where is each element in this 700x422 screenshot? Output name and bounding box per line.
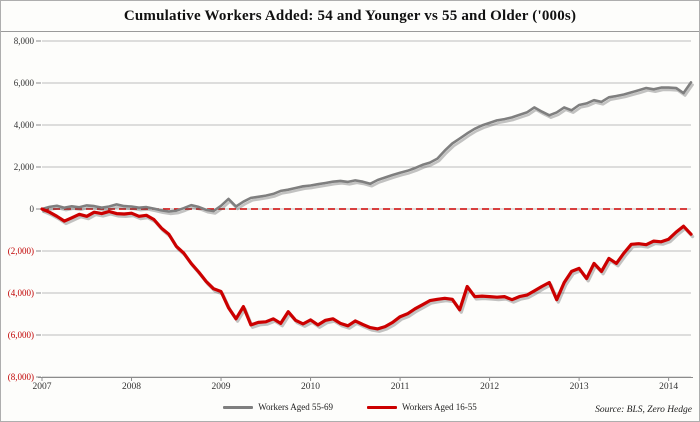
x-axis-tick-label: 2009 <box>211 382 231 392</box>
x-axis-tick-label: 2007 <box>32 382 52 392</box>
legend-label-older: Workers Aged 55-69 <box>258 402 333 412</box>
legend-item-younger: Workers Aged 16-55 <box>367 402 477 412</box>
x-axis-tick-label: 2012 <box>480 382 500 392</box>
chart-header: Cumulative Workers Added: 54 and Younger… <box>1 1 699 32</box>
y-axis-tick-label: 8,000 <box>13 35 34 46</box>
x-axis-tick-label: 2010 <box>301 382 321 392</box>
y-axis-tick-label: (4,000) <box>7 287 34 298</box>
younger-series-line-swatch <box>367 405 397 409</box>
x-axis-tick-label: 2014 <box>659 382 679 392</box>
legend: Workers Aged 55-69 Workers Aged 16-55 <box>1 400 699 414</box>
older-series-line-swatch <box>223 405 254 409</box>
y-axis-tick-label: (8,000) <box>7 371 34 382</box>
y-axis-tick-label: 6,000 <box>13 77 34 88</box>
y-axis-tick-label: (6,000) <box>7 329 34 340</box>
y-axis-tick-label: 4,000 <box>13 119 34 130</box>
x-axis-tick-label: 2008 <box>122 382 142 392</box>
chart-title: Cumulative Workers Added: 54 and Younger… <box>123 7 577 24</box>
x-axis-tick-label: 2011 <box>390 382 410 392</box>
x-axis-tick-label: 2013 <box>569 382 589 392</box>
y-axis-tick-label: (2,000) <box>7 245 34 256</box>
y-axis-tick-label: 0 <box>29 203 35 214</box>
y-axis-tick-label: 2,000 <box>13 161 34 172</box>
legend-item-older: Workers Aged 55-69 <box>223 402 333 412</box>
legend-label-younger: Workers Aged 16-55 <box>402 402 477 412</box>
source-note: Source: BLS, Zero Hedge <box>595 405 692 415</box>
